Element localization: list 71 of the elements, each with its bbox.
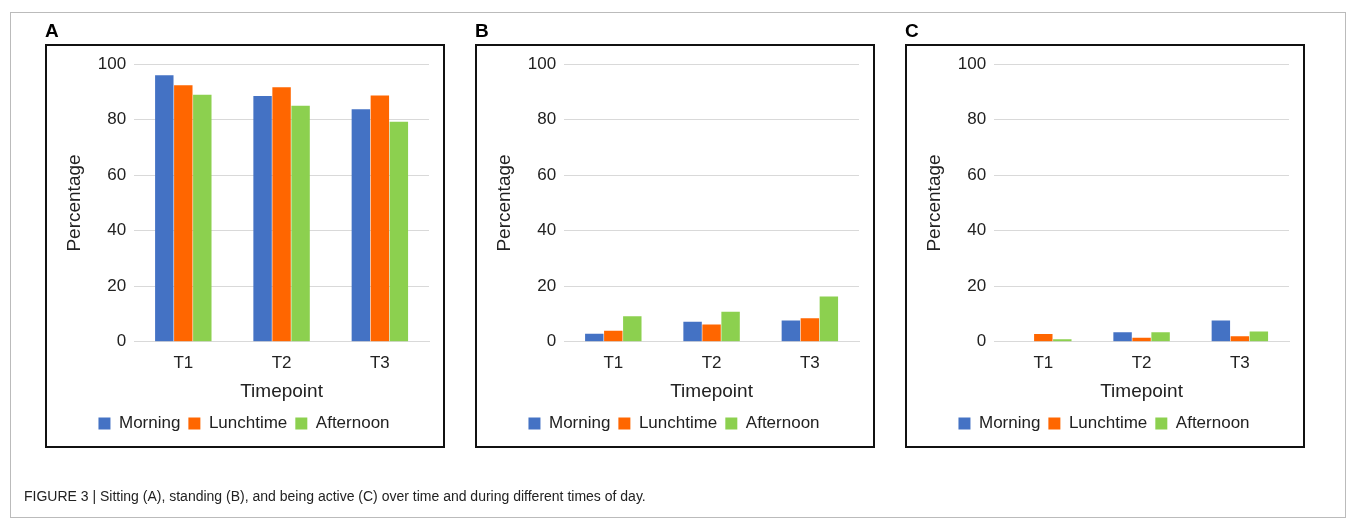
y-tick-label: 40 [537, 220, 557, 240]
bar [1053, 339, 1072, 342]
bar [1230, 336, 1250, 342]
caption: FIGURE 3 | Sitting (A), standing (B), and being active (C) over time and during different times of day. [24, 488, 646, 504]
x-axis-title: Timepoint [240, 379, 324, 401]
y-tick-label: 80 [967, 109, 987, 129]
y-tick-label: 60 [967, 164, 987, 184]
x-tick-label: T1 [173, 352, 194, 372]
bar [351, 109, 371, 342]
bar [370, 95, 390, 342]
y-axis-title: Percentage [492, 154, 514, 252]
bar [800, 318, 820, 342]
x-axis-title: Timepoint [670, 379, 754, 401]
bar [272, 87, 291, 342]
bar [1151, 332, 1170, 342]
bar [291, 105, 310, 342]
bar [604, 330, 623, 342]
y-tick-label: 40 [967, 220, 987, 240]
y-tick-label: 80 [107, 109, 127, 129]
legend-label: Morning [118, 413, 181, 433]
x-tick-label: T1 [603, 352, 624, 372]
x-axis-title: Timepoint [1100, 379, 1184, 401]
y-tick-label: 100 [97, 53, 127, 73]
bar [683, 321, 702, 342]
chart-title: B [475, 20, 489, 42]
legend-label: Lunchtime [638, 413, 718, 433]
legend-label: Morning [978, 413, 1041, 433]
y-tick-label: 0 [116, 331, 127, 351]
bar [623, 316, 642, 342]
y-tick-label: 20 [107, 275, 127, 295]
bar [253, 96, 272, 342]
legend-label: Afternoon [315, 413, 390, 433]
x-tick-label: T3 [369, 352, 390, 372]
y-tick-label: 100 [527, 53, 557, 73]
bar [1249, 331, 1269, 342]
y-tick-label: 80 [537, 109, 557, 129]
chart-title: A [45, 20, 59, 42]
y-tick-label: 20 [537, 275, 557, 295]
x-tick-label: T2 [1131, 352, 1152, 372]
bar [193, 94, 212, 342]
bar [702, 324, 721, 342]
y-tick-label: 60 [107, 164, 127, 184]
y-axis-title: Percentage [62, 154, 84, 252]
y-axis-title: Percentage [922, 154, 944, 252]
x-tick-label: T3 [799, 352, 820, 372]
legend-label: Afternoon [1175, 413, 1250, 433]
x-tick-label: T2 [271, 352, 292, 372]
bar [781, 320, 801, 342]
legend-label: Morning [548, 413, 611, 433]
bar [585, 333, 604, 342]
y-tick-label: 40 [107, 220, 127, 240]
chart-title: C [905, 20, 919, 42]
y-tick-label: 100 [957, 53, 987, 73]
bar [174, 85, 193, 342]
legend-label: Lunchtime [1068, 413, 1148, 433]
y-tick-label: 0 [976, 331, 987, 351]
x-tick-label: T2 [701, 352, 722, 372]
x-tick-label: T3 [1229, 352, 1250, 372]
bar [721, 311, 740, 342]
bar [1113, 332, 1132, 342]
bar [155, 75, 174, 342]
bar [1211, 320, 1231, 342]
y-tick-label: 0 [546, 331, 557, 351]
y-tick-label: 20 [967, 275, 987, 295]
legend-label: Afternoon [745, 413, 820, 433]
x-tick-label: T1 [1033, 352, 1054, 372]
bar [1034, 334, 1053, 342]
y-tick-label: 60 [537, 164, 557, 184]
bar [819, 296, 839, 342]
legend-label: Lunchtime [208, 413, 288, 433]
bar [389, 121, 409, 342]
